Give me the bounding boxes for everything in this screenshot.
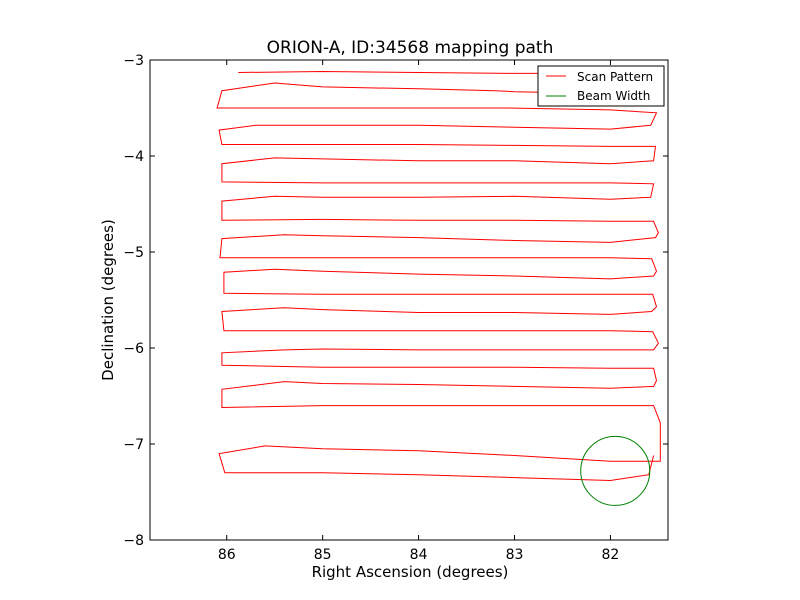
legend-label-beam-width: Beam Width <box>577 89 650 103</box>
series-layer <box>216 70 661 506</box>
y-tick-label: −5 <box>123 245 144 261</box>
y-tick-label: −4 <box>123 149 144 165</box>
legend-label-scan-pattern: Scan Pattern <box>577 70 653 84</box>
chart-title: ORION-A, ID:34568 mapping path <box>267 38 554 58</box>
x-tick-label: 82 <box>602 547 620 563</box>
y-tick-label: −3 <box>123 53 144 69</box>
y-axis-label: Declination (degrees) <box>99 219 117 381</box>
x-axis-label: Right Ascension (degrees) <box>312 563 509 581</box>
x-tick-label: 85 <box>314 547 332 563</box>
y-axis-ticks: −3 −4 −5 −6 −7 −8 <box>123 53 668 549</box>
legend-box <box>537 65 665 107</box>
x-tick-label: 83 <box>506 547 524 563</box>
legend: Scan Pattern Beam Width <box>537 65 665 107</box>
series-scan-pattern-line <box>216 70 661 482</box>
plot-frame <box>149 59 669 541</box>
y-tick-label: −7 <box>123 437 144 453</box>
series-beam-width-circle <box>580 435 651 506</box>
x-tick-label: 84 <box>410 547 428 563</box>
y-tick-label: −6 <box>123 341 144 357</box>
plot-area <box>150 60 668 540</box>
x-axis-ticks: 86 85 84 83 82 <box>218 60 620 563</box>
y-tick-label: −8 <box>123 533 144 549</box>
x-tick-label: 86 <box>218 547 236 563</box>
